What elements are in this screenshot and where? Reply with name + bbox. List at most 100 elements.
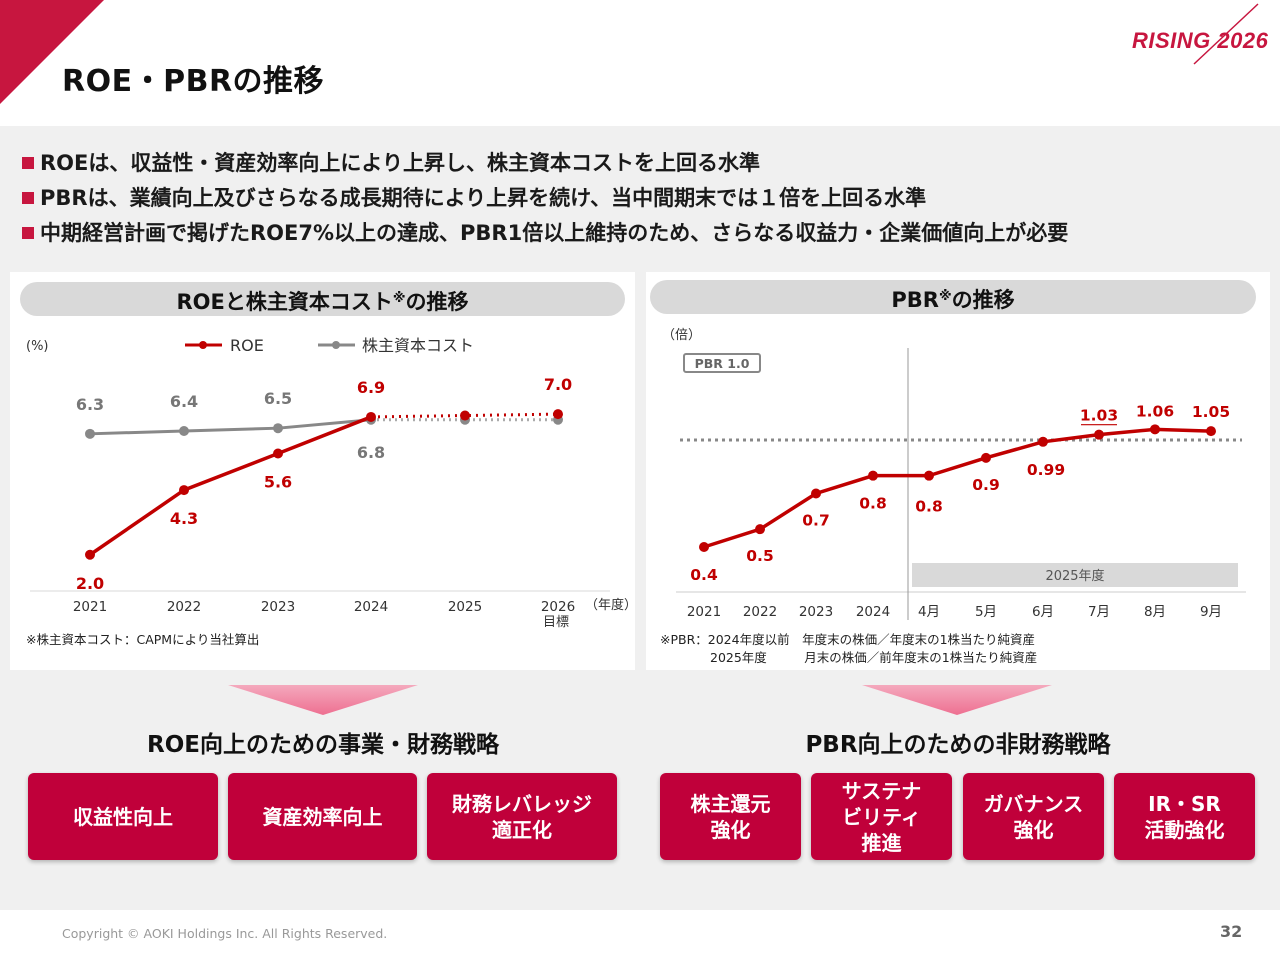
down-arrow-icon (228, 685, 418, 715)
x-tick-label: 9月 (1200, 604, 1222, 620)
roe-data-label: 4.3 (170, 509, 198, 528)
pbr-chart: 2025年度 PBR 1.0 0.4 0.5 0.7 0.8 0.8 0.9 0.99 1.03 1… (676, 348, 1246, 620)
x-tick-label: 2024 (354, 599, 388, 615)
cost-series-line (89, 418, 372, 436)
pbr-point (1150, 424, 1160, 435)
pbr-point (868, 470, 878, 481)
pbr-data-label: 0.5 (746, 547, 773, 565)
shareholder-return-button[interactable]: 株主還元 強化 (660, 773, 801, 860)
roe-series-line (89, 415, 372, 557)
roe-point (273, 448, 283, 459)
fiscal-2025-label: 2025年度 (1045, 568, 1104, 584)
pbr-data-label: 1.03 (1080, 407, 1118, 425)
roe-point (460, 410, 470, 421)
financial-leverage-button[interactable]: 財務レバレッジ 適正化 (427, 773, 617, 860)
bullet-square-icon (22, 192, 34, 204)
bullet-square-icon (22, 227, 34, 239)
pbr-data-label: 0.9 (972, 476, 999, 494)
x-tick-label: 2025 (448, 599, 482, 615)
roe-data-label: 2.0 (76, 574, 104, 593)
sustainability-button[interactable]: サステナ ビリティ 推進 (811, 773, 952, 860)
page-title: ROE・PBRの推移 (62, 64, 325, 99)
cost-data-label: 6.3 (76, 395, 104, 414)
pbr-data-label: 0.4 (690, 566, 718, 584)
roe-panel-title: ROEと株主資本コスト※の推移 (20, 282, 625, 316)
x-tick-sublabel: 目標 (543, 615, 569, 630)
roe-chart: ROE 株主資本コスト 2.0 4.3 5.6 6.9 7.0 6.3 6.4 6.5 6.8 202… (30, 336, 635, 630)
x-tick-label: 2026 (541, 599, 575, 615)
cost-point (85, 428, 95, 439)
cost-data-label: 6.8 (357, 443, 385, 462)
copyright: Copyright © AOKI Holdings Inc. All Right… (62, 926, 388, 941)
pbr-chart-panel (646, 272, 1270, 670)
x-tick-label: 6月 (1032, 604, 1054, 620)
pbr-data-label: 0.8 (915, 498, 942, 516)
bullet-square-icon (22, 157, 34, 169)
pbr-point (755, 524, 765, 535)
pbr-point (1038, 436, 1048, 447)
down-arrow-icon (862, 685, 1052, 715)
corner-accent (0, 0, 104, 104)
pbr-unit-label: （倍） (662, 328, 702, 343)
x-tick-label: 5月 (975, 604, 997, 620)
roe-point (85, 549, 95, 560)
pbr-series-line (703, 427, 1212, 549)
asset-efficiency-button[interactable]: 資産効率向上 (228, 773, 417, 860)
roe-unit-label: (%) (26, 339, 49, 354)
cost-data-label: 6.4 (170, 392, 198, 411)
roe-data-label: 5.6 (264, 473, 292, 492)
brand-slash-mark (1193, 3, 1259, 65)
roe-strategy-title: ROE向上のための事業・財務戦略 (147, 732, 499, 758)
page-number: 32 (1220, 922, 1243, 941)
pbr-point (1206, 426, 1216, 437)
roe-point (179, 485, 189, 496)
x-tick-label: 7月 (1088, 604, 1110, 620)
legend-cost-label: 株主資本コスト (362, 336, 474, 355)
pbr-data-label: 1.06 (1136, 402, 1174, 420)
governance-button[interactable]: ガバナンス 強化 (963, 773, 1104, 860)
roe-data-label: 7.0 (544, 375, 572, 394)
pbr-data-label: 1.05 (1192, 403, 1230, 421)
pbr-reference-tag (683, 353, 761, 373)
roe-chart-panel (10, 272, 635, 670)
summary-bullets: ROEは、収益性・資産効率向上により上昇し、株主資本コストを上回る水準 PBRは… (22, 146, 1068, 251)
roe-note: ※株主資本コスト：CAPMにより当社算出 (26, 632, 260, 647)
x-tick-label: 2024 (856, 604, 890, 620)
pbr-point (981, 452, 991, 463)
x-tick-label: 4月 (918, 604, 940, 620)
cost-data-label: 6.5 (264, 389, 292, 408)
pbr-strategy-title: PBR向上のための非財務戦略 (805, 732, 1111, 758)
bullet-item: PBRは、業績向上及びさらなる成長期待により上昇を続け、当中間期末では１倍を上回… (22, 181, 1068, 216)
x-tick-label: 2023 (799, 604, 833, 620)
ir-sr-button[interactable]: IR・SR 活動強化 (1114, 773, 1255, 860)
x-axis-label: （年度） (585, 597, 635, 613)
brand-logo: RISING 2026 (1132, 28, 1269, 53)
pbr-point (699, 542, 709, 552)
x-tick-label: 2021 (73, 599, 107, 615)
legend-roe-label: ROE (230, 336, 264, 355)
legend-cost-marker (332, 341, 340, 349)
cost-point (273, 423, 283, 434)
pbr-data-label: 0.7 (802, 512, 829, 530)
roe-data-label: 6.9 (357, 378, 385, 397)
fiscal-2025-band (912, 563, 1238, 587)
pbr-point (1094, 429, 1104, 440)
roe-point (553, 409, 563, 420)
pbr-note: ※PBR：2024年度以前 年度末の株価／年度末の1株当たり純資産 2025年度… (660, 632, 1038, 665)
cost-point (179, 426, 189, 436)
pbr-reference-label: PBR 1.0 (695, 356, 750, 371)
roe-point (366, 411, 376, 422)
bullet-item: ROEは、収益性・資産効率向上により上昇し、株主資本コストを上回る水準 (22, 146, 1068, 181)
x-tick-label: 2022 (743, 604, 777, 620)
pbr-data-label: 0.8 (859, 495, 886, 513)
profitability-button[interactable]: 収益性向上 (28, 773, 218, 860)
x-tick-label: 2022 (167, 599, 201, 615)
pbr-data-label: 0.99 (1027, 461, 1065, 479)
x-tick-label: 2021 (687, 604, 721, 620)
pbr-panel-title: PBR※の推移 (650, 280, 1256, 314)
legend-roe-marker (199, 341, 207, 349)
x-tick-label: 2023 (261, 599, 295, 615)
pbr-point (924, 470, 934, 481)
bullet-item: 中期経営計画で掲げたROE7%以上の達成、PBR1倍以上維持のため、さらなる収益… (22, 216, 1068, 251)
pbr-point (811, 488, 821, 499)
